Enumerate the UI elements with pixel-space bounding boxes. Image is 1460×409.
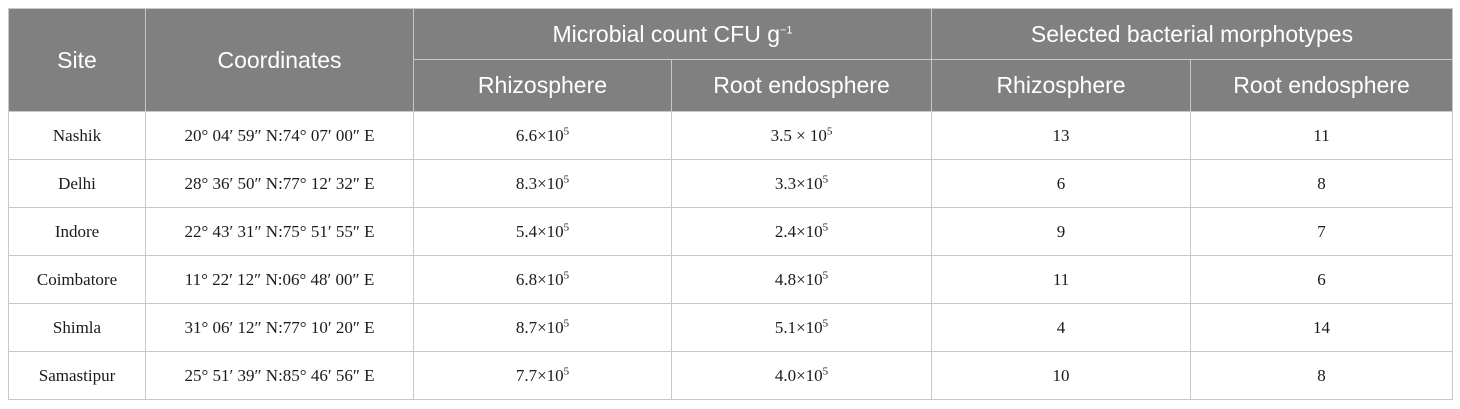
cell-site: Shimla xyxy=(8,303,146,352)
count-mantissa: 6.8×10 xyxy=(515,269,564,289)
cell-morph-root-endosphere: 7 xyxy=(1190,207,1454,256)
microbial-count-exponent: −1 xyxy=(780,23,793,36)
count-mantissa: 4.0×10 xyxy=(774,365,823,385)
table-row: Indore 22° 43′ 31″ N:75° 51′ 55″ E 5.4×1… xyxy=(8,207,1454,256)
cell-coordinates: 20° 04′ 59″ N:74° 07′ 00″ E xyxy=(145,111,414,160)
cell-morph-rhizosphere: 9 xyxy=(931,207,1192,256)
cell-morph-root-endosphere: 8 xyxy=(1190,159,1454,208)
count-mantissa: 8.3×10 xyxy=(515,173,564,193)
count-exponent: 5 xyxy=(563,316,570,329)
cell-coordinates: 22° 43′ 31″ N:75° 51′ 55″ E xyxy=(145,207,414,256)
cell-count-root-endosphere: 3.5 × 105 xyxy=(670,111,933,160)
count-exponent: 5 xyxy=(563,172,570,185)
cell-count-root-endosphere: 5.1×105 xyxy=(670,303,933,352)
cell-site: Indore xyxy=(8,207,146,256)
cell-site: Samastipur xyxy=(8,351,146,400)
cell-count-rhizosphere: 7.7×105 xyxy=(413,351,672,400)
table-row: Nashik 20° 04′ 59″ N:74° 07′ 00″ E 6.6×1… xyxy=(8,111,1454,160)
count-exponent: 5 xyxy=(822,220,829,233)
subheader-count-root-endosphere: Root endosphere xyxy=(670,59,933,112)
table-row: Shimla 31° 06′ 12″ N:77° 10′ 20″ E 8.7×1… xyxy=(8,303,1454,352)
cell-count-root-endosphere: 2.4×105 xyxy=(670,207,933,256)
count-mantissa: 3.3×10 xyxy=(774,173,823,193)
header-row-top: Site Coordinates Microbial count CFU g−1… xyxy=(8,8,1454,112)
count-exponent: 5 xyxy=(822,316,829,329)
count-exponent: 5 xyxy=(822,364,829,377)
count-exponent: 5 xyxy=(563,124,570,137)
cell-count-root-endosphere: 4.8×105 xyxy=(670,255,933,304)
cell-coordinates: 25° 51′ 39″ N:85° 46′ 56″ E xyxy=(145,351,414,400)
microbial-count-label: Microbial count CFU g xyxy=(552,20,780,47)
count-mantissa: 3.5 × 10 xyxy=(770,125,827,145)
cell-morph-rhizosphere: 4 xyxy=(931,303,1192,352)
count-exponent: 5 xyxy=(822,172,829,185)
cell-coordinates: 11° 22′ 12″ N:06° 48′ 00″ E xyxy=(145,255,414,304)
cell-count-root-endosphere: 3.3×105 xyxy=(670,159,933,208)
cell-site: Nashik xyxy=(8,111,146,160)
header-row-sub: Rhizosphere Root endosphere Rhizosphere … xyxy=(9,59,1454,112)
cell-morph-root-endosphere: 14 xyxy=(1190,303,1454,352)
count-mantissa: 5.4×10 xyxy=(515,221,564,241)
table-row: Samastipur 25° 51′ 39″ N:85° 46′ 56″ E 7… xyxy=(8,351,1454,400)
col-header-morphotypes: Selected bacterial morphotypes xyxy=(931,8,1454,60)
cell-morph-rhizosphere: 6 xyxy=(931,159,1192,208)
count-mantissa: 4.8×10 xyxy=(774,269,823,289)
table-row: Coimbatore 11° 22′ 12″ N:06° 48′ 00″ E 6… xyxy=(8,255,1454,304)
cell-count-rhizosphere: 8.3×105 xyxy=(413,159,672,208)
cell-count-root-endosphere: 4.0×105 xyxy=(670,351,933,400)
cell-morph-rhizosphere: 13 xyxy=(931,111,1192,160)
count-exponent: 5 xyxy=(563,268,570,281)
cell-count-rhizosphere: 6.8×105 xyxy=(413,255,672,304)
subheader-count-rhizosphere: Rhizosphere xyxy=(413,59,672,112)
cell-morph-root-endosphere: 8 xyxy=(1190,351,1454,400)
col-header-site: Site xyxy=(8,8,146,112)
cell-count-rhizosphere: 5.4×105 xyxy=(413,207,672,256)
cell-coordinates: 28° 36′ 50″ N:77° 12′ 32″ E xyxy=(145,159,414,208)
subheader-morph-root-endosphere: Root endosphere xyxy=(1190,59,1454,112)
col-header-coordinates: Coordinates xyxy=(145,8,414,112)
cell-morph-rhizosphere: 10 xyxy=(931,351,1192,400)
cell-site: Coimbatore xyxy=(8,255,146,304)
count-exponent: 5 xyxy=(563,220,570,233)
cell-coordinates: 31° 06′ 12″ N:77° 10′ 20″ E xyxy=(145,303,414,352)
count-exponent: 5 xyxy=(822,268,829,281)
data-table: Site Coordinates Microbial count CFU g−1… xyxy=(8,8,1454,400)
count-mantissa: 2.4×10 xyxy=(774,221,823,241)
count-mantissa: 7.7×10 xyxy=(515,365,564,385)
cell-count-rhizosphere: 6.6×105 xyxy=(413,111,672,160)
cell-morph-rhizosphere: 11 xyxy=(931,255,1192,304)
col-header-microbial-count: Microbial count CFU g−1 xyxy=(412,8,933,60)
cell-site: Delhi xyxy=(8,159,146,208)
count-mantissa: 6.6×10 xyxy=(515,125,564,145)
count-exponent: 5 xyxy=(826,124,833,137)
cell-morph-root-endosphere: 6 xyxy=(1190,255,1454,304)
cell-count-rhizosphere: 8.7×105 xyxy=(413,303,672,352)
subheader-morph-rhizosphere: Rhizosphere xyxy=(931,59,1192,112)
count-exponent: 5 xyxy=(563,364,570,377)
table-row: Delhi 28° 36′ 50″ N:77° 12′ 32″ E 8.3×10… xyxy=(8,159,1454,208)
count-mantissa: 8.7×10 xyxy=(515,317,564,337)
count-mantissa: 5.1×10 xyxy=(774,317,823,337)
cell-morph-root-endosphere: 11 xyxy=(1190,111,1454,160)
